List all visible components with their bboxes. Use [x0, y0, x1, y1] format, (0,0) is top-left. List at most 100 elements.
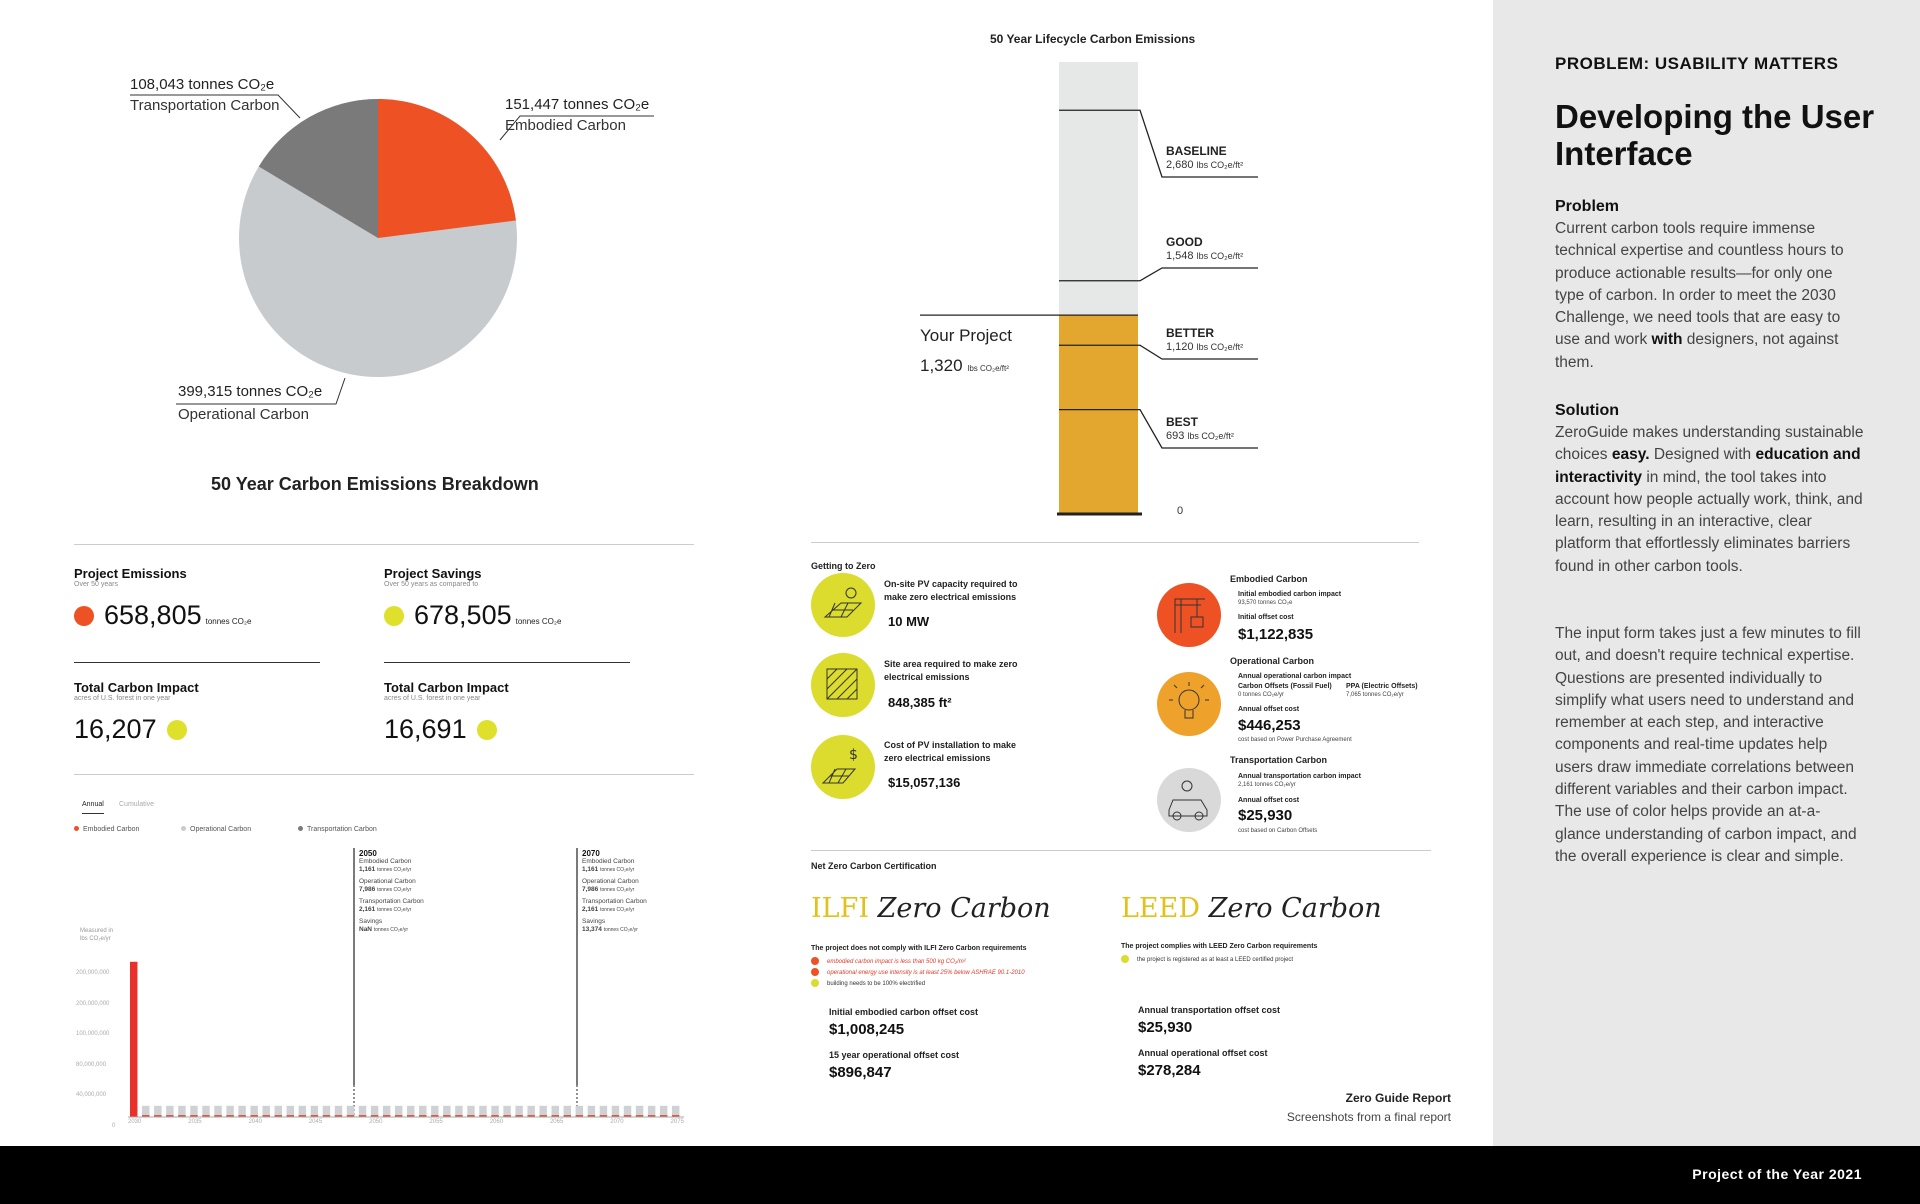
- embodied-cost-label: Initial offset cost: [1238, 614, 1294, 621]
- lifecycle-project-bar: [1059, 315, 1138, 514]
- leed-cost1-value: $25,930: [1138, 1019, 1193, 1036]
- bar-operational: [382, 1105, 391, 1117]
- bar-operational: [611, 1105, 620, 1117]
- legend-embodied: Embodied Carbon: [74, 826, 181, 833]
- bar-operational: [419, 1105, 427, 1117]
- bar-embodied: [647, 1115, 656, 1117]
- bar-embodied: [599, 1115, 608, 1117]
- operational-cost-label: Annual offset cost: [1238, 706, 1300, 713]
- transportation-label: 108,043 tonnes CO₂e Transportation Carbo…: [130, 76, 280, 114]
- operational-col2-value: 7,065 tonnes CO₂e/yr: [1346, 692, 1404, 698]
- check-icon: [811, 979, 819, 988]
- check-icon: [1121, 955, 1129, 964]
- bar-embodied: [214, 1115, 222, 1117]
- embodied-cost-value: $1,122,835: [1238, 626, 1314, 643]
- bar-operational: [575, 1105, 584, 1117]
- bar-embodied: [238, 1115, 246, 1117]
- pie-chart: [130, 94, 654, 405]
- bar-embodied: [142, 1115, 150, 1117]
- bar-embodied: [370, 1115, 379, 1117]
- certification-heading: Net Zero Carbon Certification: [811, 861, 937, 871]
- level-line-baseline: [1059, 109, 1258, 178]
- bar-operational: [334, 1105, 343, 1117]
- bar-operational: [286, 1105, 295, 1117]
- bar-operational: [563, 1105, 572, 1117]
- bar-operational: [599, 1105, 608, 1117]
- bar-embodied: [358, 1115, 367, 1117]
- lifecycle-column-chart: [920, 62, 1258, 516]
- pv-capacity-value: 10 MW: [888, 614, 930, 629]
- level-line-best: [1059, 408, 1258, 449]
- bar-operational: [431, 1105, 439, 1117]
- operational-heading: Operational Carbon: [1230, 656, 1315, 666]
- lifecycle-title: 50 Year Lifecycle Carbon Emissions: [990, 32, 1196, 46]
- bar-operational: [635, 1105, 644, 1117]
- bar-operational: [250, 1105, 258, 1117]
- car-icon: [1157, 768, 1221, 832]
- footer-bar: Project of the Year 2021: [0, 1146, 1920, 1204]
- bar-operational: [407, 1105, 415, 1117]
- operational-col2-label: PPA (Electric Offsets): [1346, 683, 1418, 690]
- bar-embodied: [286, 1115, 295, 1117]
- lightbulb-icon: [1157, 672, 1221, 736]
- fail-icon: [811, 957, 819, 966]
- leed-status: The project complies with LEED Zero Carb…: [1121, 943, 1318, 950]
- bar-operational: [226, 1105, 234, 1117]
- bar-operational: [202, 1105, 210, 1117]
- svg-text:$: $: [849, 747, 858, 763]
- bar-operational: [659, 1105, 668, 1117]
- ilfi-cost1-label: Initial embodied carbon offset cost: [829, 1007, 979, 1017]
- transportation-impact-label: Annual transportation carbon impact: [1238, 773, 1361, 780]
- tab-cumulative[interactable]: Cumulative: [119, 801, 155, 808]
- marker-tooltip-2050: 2050 Embodied Carbon 1,161 tonnes CO₂e/yr…: [359, 849, 424, 934]
- solar-panel-icon: [811, 573, 875, 637]
- embodied-impact-label: Initial embodied carbon impact: [1238, 591, 1342, 598]
- level-line-good: [1059, 267, 1258, 282]
- bar-operational: [587, 1105, 596, 1117]
- footer-text: Project of the Year 2021: [1692, 1166, 1862, 1182]
- ilfi-status: The project does not comply with ILFI Ze…: [811, 945, 1027, 952]
- tab-annual[interactable]: Annual: [82, 801, 104, 814]
- site-area-label: Site area required to make zero electric…: [884, 659, 1018, 682]
- bar-embodied: [154, 1115, 162, 1117]
- legend-transportation: Transportation Carbon: [298, 826, 377, 833]
- total-impact-block-1: Total Carbon Impact acres of U.S. forest…: [74, 680, 199, 744]
- annual-bar-chart: [128, 848, 684, 1118]
- bar-operational: [214, 1105, 222, 1117]
- bar-operational: [166, 1105, 174, 1117]
- operational-col1-value: 0 tonnes CO₂e/yr: [1238, 692, 1285, 698]
- bar-operational: [154, 1105, 162, 1117]
- bar-embodied: [226, 1115, 234, 1117]
- bar-embodied: [491, 1115, 499, 1117]
- operational-cost-value: $446,253: [1238, 717, 1301, 734]
- bar-operational: [274, 1105, 282, 1117]
- leed-cost2-label: Annual operational offset cost: [1138, 1048, 1268, 1058]
- bar-embodied: [407, 1115, 415, 1117]
- report-caption-subtitle: Screenshots from a final report: [1286, 1110, 1451, 1124]
- bar-embodied: [274, 1115, 282, 1117]
- bar-embodied: [322, 1115, 331, 1117]
- pie-slice-transportation: [258, 99, 378, 238]
- problem-heading: Problem: [1555, 198, 1620, 215]
- bar-operational: [322, 1105, 331, 1117]
- bar-operational: [671, 1105, 680, 1117]
- level-label-good: GOOD 1,548 lbs CO₂e/ft²: [1166, 235, 1244, 262]
- bar-operational: [142, 1105, 150, 1117]
- bar-operational: [539, 1105, 547, 1117]
- bar-embodied: [539, 1115, 547, 1117]
- ilfi-cost2-value: $896,847: [829, 1064, 892, 1081]
- bar-operational: [394, 1105, 403, 1117]
- bar-operational: [370, 1105, 379, 1117]
- bar-embodied: [671, 1115, 680, 1117]
- embodied-label: 151,447 tonnes CO₂e Embodied Carbon: [505, 96, 650, 134]
- bar-operational: [455, 1105, 463, 1117]
- embodied-impact-value: 93,570 tonnes CO₂e: [1238, 600, 1293, 606]
- your-project-label: Your Project: [920, 326, 1012, 345]
- operational-col1-label: Carbon Offsets (Fossil Fuel): [1238, 683, 1332, 690]
- bar-embodied: [623, 1115, 632, 1117]
- transportation-leader-line: [130, 94, 301, 119]
- bar-operational: [178, 1105, 186, 1117]
- bar-yticks: 200,000,000 200,000,000 100,000,000 80,0…: [76, 970, 116, 1129]
- total-impact-block-2: Total Carbon Impact acres of U.S. forest…: [384, 680, 509, 744]
- bar-embodied: [310, 1115, 319, 1117]
